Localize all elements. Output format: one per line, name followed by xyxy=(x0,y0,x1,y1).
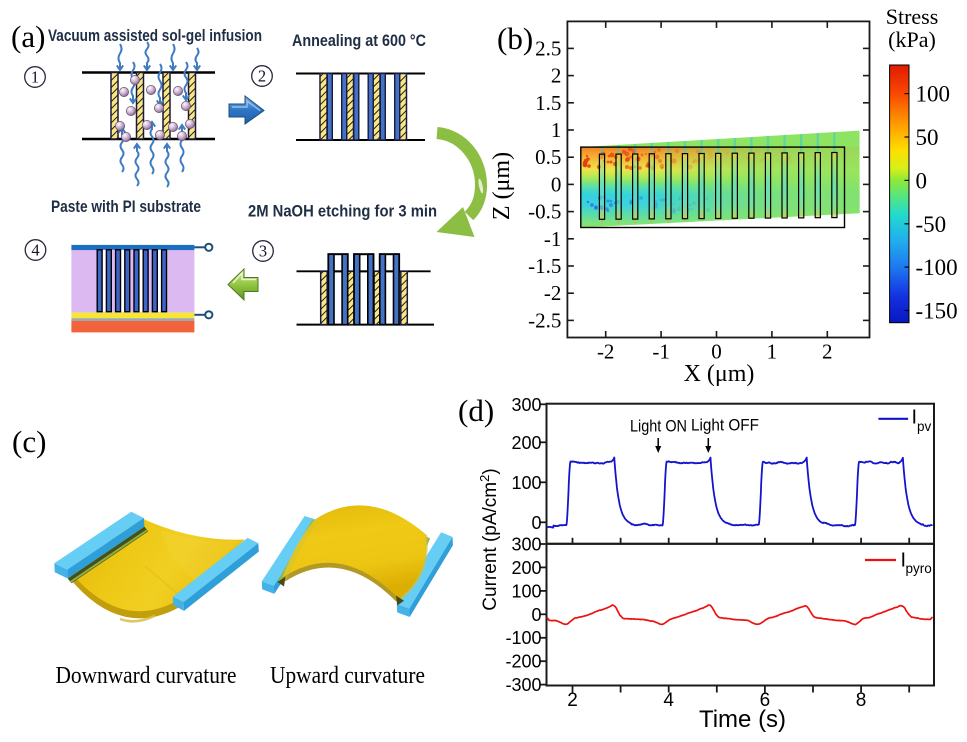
svg-text:Light ON: Light ON xyxy=(630,418,687,436)
svg-text:-100: -100 xyxy=(505,628,541,648)
svg-text:4: 4 xyxy=(663,690,674,711)
svg-text:(a): (a) xyxy=(11,19,45,54)
svg-text:(kPa): (kPa) xyxy=(888,27,936,52)
svg-text:(d): (d) xyxy=(458,393,494,428)
svg-text:100: 100 xyxy=(511,473,541,493)
svg-text:1: 1 xyxy=(551,118,562,142)
svg-text:-2: -2 xyxy=(597,340,615,364)
svg-text:0: 0 xyxy=(916,168,928,193)
svg-text:1: 1 xyxy=(767,340,778,364)
svg-text:(b): (b) xyxy=(497,21,533,56)
svg-text:(c): (c) xyxy=(12,424,46,459)
svg-text:2M NaOH etching for 3 min: 2M NaOH etching for 3 min xyxy=(248,202,437,221)
svg-text:Stress: Stress xyxy=(886,4,939,29)
svg-text:6: 6 xyxy=(760,690,771,711)
svg-text:-0.5: -0.5 xyxy=(528,200,561,224)
svg-text:-200: -200 xyxy=(505,652,541,672)
svg-text:0: 0 xyxy=(531,605,541,625)
svg-text:0: 0 xyxy=(711,340,722,364)
svg-text:300: 300 xyxy=(511,535,541,555)
svg-text:100: 100 xyxy=(916,82,951,107)
svg-text:-1: -1 xyxy=(544,227,562,251)
svg-text:2: 2 xyxy=(567,690,578,711)
svg-text:-1: -1 xyxy=(652,340,670,364)
svg-text:I: I xyxy=(901,550,907,572)
svg-text:Annealing at 600 °C: Annealing at 600 °C xyxy=(292,31,426,50)
svg-text:-1.5: -1.5 xyxy=(528,254,561,278)
svg-text:-2.5: -2.5 xyxy=(528,308,561,332)
svg-text:200: 200 xyxy=(511,558,541,578)
svg-text:100: 100 xyxy=(511,581,541,601)
svg-text:50: 50 xyxy=(916,125,939,150)
svg-text:Vacuum assisted sol-gel infusi: Vacuum assisted sol-gel infusion xyxy=(48,26,262,45)
svg-text:X (μm): X (μm) xyxy=(684,361,755,387)
svg-text:4: 4 xyxy=(31,241,39,260)
svg-text:0: 0 xyxy=(551,172,562,196)
svg-text:200: 200 xyxy=(511,433,541,453)
svg-text:pv: pv xyxy=(917,419,932,434)
svg-text:I: I xyxy=(912,407,918,429)
svg-text:-100: -100 xyxy=(916,255,958,280)
svg-text:1.5: 1.5 xyxy=(535,91,561,115)
svg-text:0.5: 0.5 xyxy=(535,145,561,169)
svg-text:300: 300 xyxy=(511,395,541,415)
svg-text:2: 2 xyxy=(822,340,833,364)
svg-text:-150: -150 xyxy=(916,299,958,324)
svg-text:Z (μm): Z (μm) xyxy=(490,152,515,220)
svg-text:Light OFF: Light OFF xyxy=(691,417,759,435)
svg-text:2: 2 xyxy=(551,64,562,88)
svg-text:-50: -50 xyxy=(916,212,947,237)
svg-text:pyro: pyro xyxy=(906,561,932,576)
svg-text:Upward curvature: Upward curvature xyxy=(270,662,425,689)
svg-text:Current (pA/cm2): Current (pA/cm2) xyxy=(477,468,501,610)
svg-text:2: 2 xyxy=(258,67,266,86)
svg-text:-300: -300 xyxy=(505,675,541,695)
svg-text:8: 8 xyxy=(856,690,867,711)
svg-text:0: 0 xyxy=(531,513,541,533)
svg-text:3: 3 xyxy=(259,242,267,261)
svg-text:2.5: 2.5 xyxy=(535,36,561,60)
svg-text:Paste with PI substrate: Paste with PI substrate xyxy=(51,197,201,216)
svg-text:-2: -2 xyxy=(544,281,562,305)
svg-text:Downward curvature: Downward curvature xyxy=(56,662,237,689)
svg-text:1: 1 xyxy=(31,68,39,87)
svg-text:Time (s): Time (s) xyxy=(699,706,786,733)
